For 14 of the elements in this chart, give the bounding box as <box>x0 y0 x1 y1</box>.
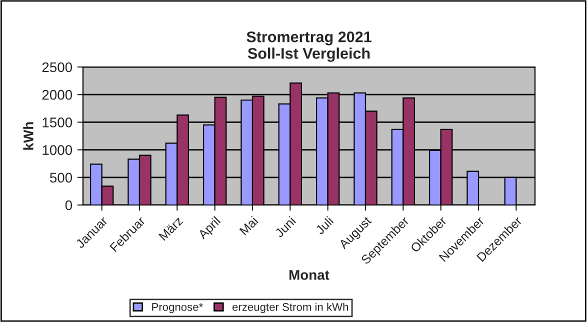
legend-label: Prognose* <box>152 303 203 314</box>
y-axis-title: kWh <box>23 122 34 150</box>
x-tick-label: Mai <box>238 216 258 236</box>
chart-title: Stromertrag 2021 Soll-Ist Vergleich <box>246 31 372 62</box>
x-tick-label: Juni <box>274 216 296 238</box>
y-tick-label: 500 <box>50 172 72 183</box>
y-tick-label: 2000 <box>42 90 72 100</box>
y-tick-label: 0 <box>65 200 72 210</box>
y-tick-label: 2500 <box>42 62 72 72</box>
y-tick-label: 1500 <box>42 118 72 128</box>
y-tick-label: 1000 <box>42 145 72 155</box>
x-tick-label: Juli <box>314 216 334 236</box>
x-axis-title: Monat <box>289 270 330 280</box>
legend-label: erzeugter Strom in kWh <box>232 302 348 314</box>
